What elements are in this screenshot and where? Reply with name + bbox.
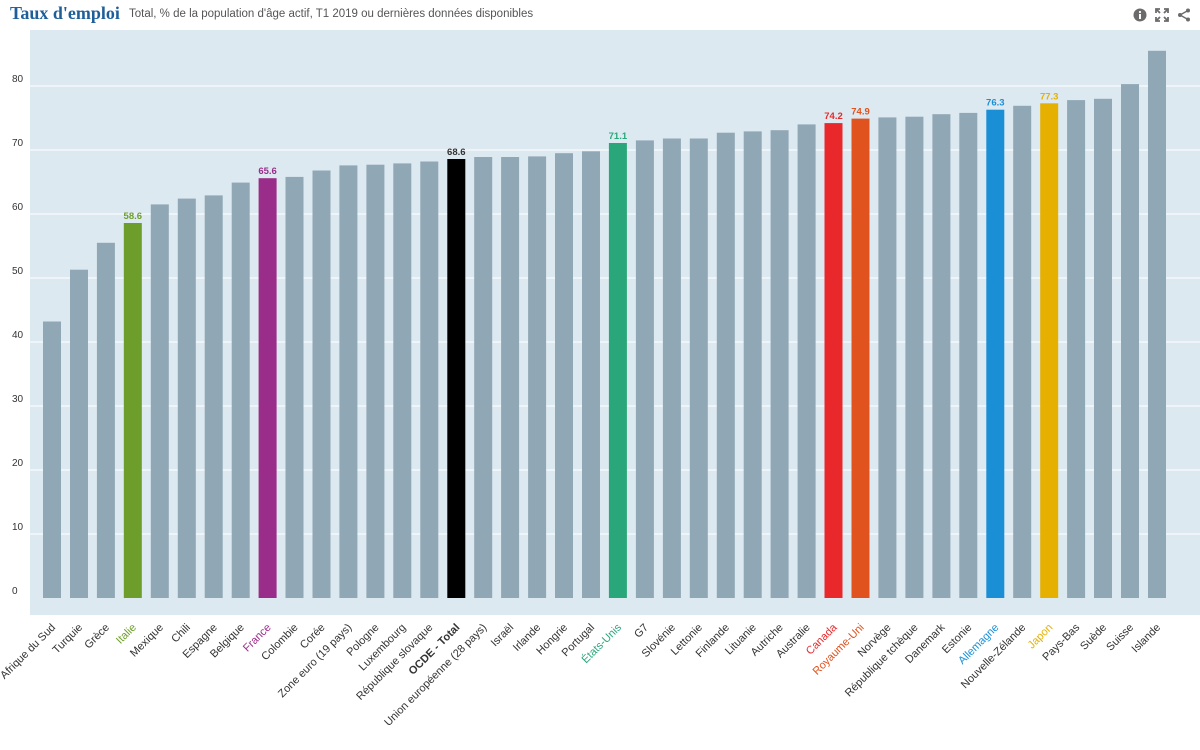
bar[interactable] (501, 157, 520, 598)
bar-value-label: 68.6 (447, 147, 466, 158)
bar[interactable] (150, 204, 169, 598)
y-tick-label: 60 (12, 202, 24, 213)
toolbar (1132, 6, 1192, 24)
bar[interactable] (1013, 105, 1032, 599)
y-tick-label: 30 (12, 394, 24, 405)
bar[interactable] (312, 170, 331, 599)
share-icon[interactable] (1176, 7, 1192, 23)
bar-value-label: 58.6 (124, 211, 143, 222)
y-tick-label: 40 (12, 330, 24, 341)
bar[interactable] (716, 132, 735, 598)
bar[interactable] (986, 109, 1005, 598)
bar-value-labels: 58.6 65.6 68.6 71.1 74.2 74.9 76.3 77.3 (124, 91, 1059, 222)
bar[interactable] (932, 114, 951, 598)
bar-value-label: 76.3 (986, 98, 1005, 109)
bar-value-label: 65.6 (258, 166, 277, 177)
bar[interactable] (797, 124, 816, 599)
bar[interactable] (689, 138, 708, 599)
bar[interactable] (447, 159, 466, 598)
info-icon[interactable] (1132, 7, 1148, 23)
bar[interactable] (528, 156, 547, 598)
bar[interactable] (366, 164, 385, 598)
x-category-label: Afrique du Sud (0, 622, 58, 682)
y-tick-label: 0 (12, 586, 18, 597)
bar[interactable] (204, 195, 223, 598)
y-tick-label: 50 (12, 266, 24, 277)
bar[interactable] (177, 198, 196, 598)
y-tick-label: 70 (12, 138, 24, 149)
x-category-label: Islande (1130, 622, 1164, 656)
bar[interactable] (1148, 50, 1166, 599)
bar[interactable] (1040, 103, 1059, 599)
bar[interactable] (474, 157, 493, 598)
bar[interactable] (339, 165, 358, 598)
bar-value-label: 74.2 (824, 111, 843, 122)
bar[interactable] (555, 153, 573, 598)
bar[interactable] (393, 163, 412, 598)
bar[interactable] (770, 130, 789, 598)
bar[interactable] (608, 143, 627, 598)
y-tick-label: 20 (12, 458, 24, 469)
chart-title: Taux d'emploi (10, 3, 120, 23)
bar[interactable] (420, 161, 439, 599)
bar[interactable] (824, 123, 843, 598)
bar[interactable] (662, 138, 681, 599)
bar[interactable] (851, 118, 870, 598)
bars (43, 50, 1166, 599)
bar-value-label: 71.1 (609, 131, 628, 142)
bar[interactable] (1094, 98, 1112, 599)
bar[interactable] (635, 140, 654, 598)
chart-subtitle: Total, % de la population d'âge actif, T… (129, 8, 534, 20)
y-tick-label: 10 (12, 522, 24, 533)
bar[interactable] (743, 131, 762, 598)
bar[interactable] (1067, 100, 1086, 598)
bar[interactable] (70, 269, 88, 598)
bar[interactable] (43, 321, 61, 599)
x-category-label: Turquie (51, 622, 86, 657)
bar[interactable] (258, 178, 277, 598)
x-category-label: G7 (632, 622, 651, 641)
bar[interactable] (959, 112, 978, 599)
x-category-label: Chili (169, 622, 193, 646)
y-tick-label: 80 (12, 74, 24, 85)
x-category-label: Suède (1078, 622, 1109, 653)
chart-header: Taux d'emploi Total, % de la population … (0, 0, 1200, 30)
bar[interactable] (231, 182, 250, 598)
bar[interactable] (1121, 84, 1139, 599)
bar-value-label: 77.3 (1040, 91, 1059, 102)
expand-icon[interactable] (1154, 7, 1170, 23)
bar[interactable] (123, 223, 142, 598)
x-category-label: Grèce (82, 622, 112, 652)
bar-value-label: 74.9 (851, 107, 870, 118)
bar[interactable] (285, 176, 304, 598)
bar[interactable] (582, 151, 600, 599)
y-axis-ticks: 0 10 20 30 40 50 60 70 80 (12, 74, 24, 597)
bar[interactable] (878, 117, 897, 599)
bar[interactable] (96, 242, 115, 599)
bar[interactable] (905, 116, 924, 598)
